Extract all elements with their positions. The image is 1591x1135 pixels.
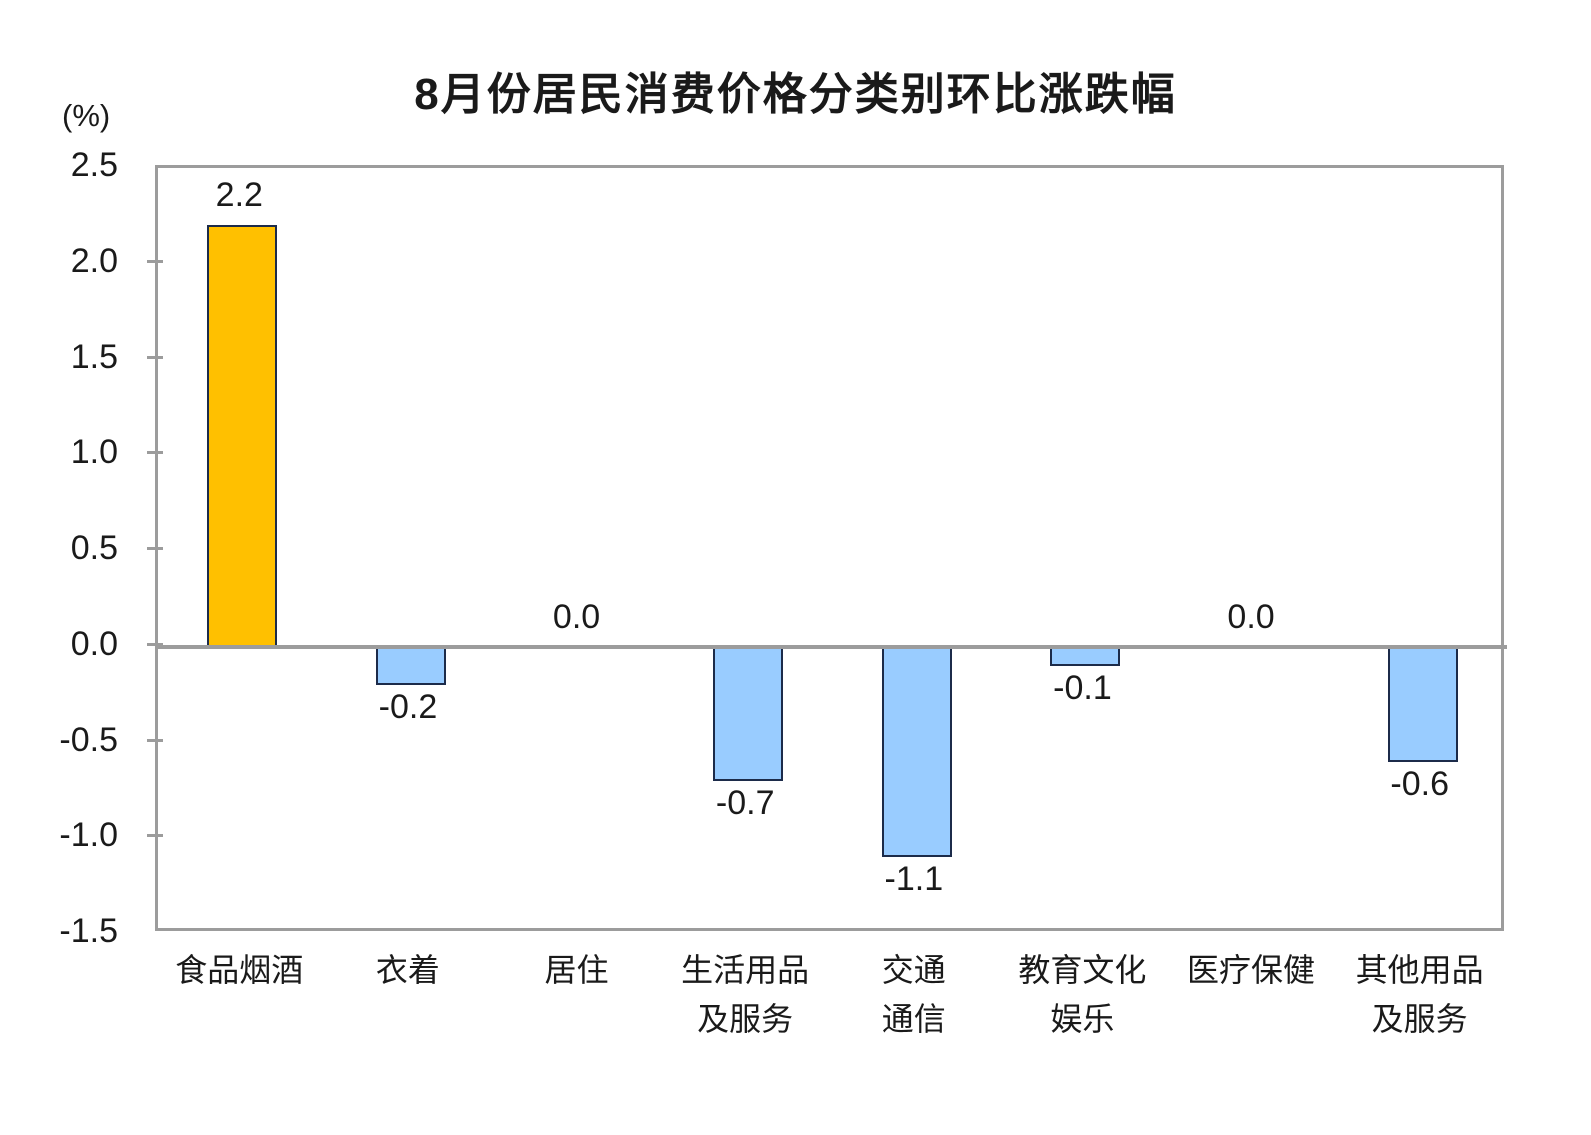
y-tick-label: 2.5 bbox=[70, 146, 118, 184]
x-category-label: 交通 通信 bbox=[881, 952, 946, 1037]
x-category-label: 医疗保健 bbox=[1187, 952, 1316, 988]
y-tick-label: 1.5 bbox=[70, 337, 118, 376]
x-category-label: 居住 bbox=[544, 952, 609, 988]
bar-value-label: -0.2 bbox=[378, 688, 438, 727]
bar bbox=[207, 225, 278, 647]
y-tick-mark bbox=[147, 259, 163, 263]
bar bbox=[375, 646, 446, 686]
y-tick-label: 0.5 bbox=[70, 529, 118, 567]
y-tick-mark bbox=[147, 451, 163, 455]
y-tick-label: 1.0 bbox=[70, 433, 118, 472]
y-tick-mark bbox=[147, 834, 163, 838]
bar-value-label: -0.7 bbox=[715, 783, 775, 822]
bar-value-label: 0.0 bbox=[552, 597, 601, 636]
bar bbox=[881, 646, 952, 858]
y-tick-mark bbox=[147, 355, 163, 359]
x-category-label: 生活用品 及服务 bbox=[681, 952, 810, 1037]
zero-axis-line bbox=[158, 644, 1507, 649]
bar-value-label: 0.0 bbox=[1227, 597, 1275, 636]
y-tick-label: 2.0 bbox=[70, 241, 118, 280]
y-tick-label: 0.0 bbox=[70, 624, 118, 663]
y-tick-mark bbox=[147, 547, 163, 550]
bar-value-label: -0.6 bbox=[1390, 764, 1449, 803]
chart-title: 8月份居民消费价格分类别环比涨跌幅 bbox=[414, 70, 1177, 119]
bar bbox=[1050, 646, 1121, 666]
x-category-label: 食品烟酒 bbox=[175, 952, 304, 988]
bar-value-label: -1.1 bbox=[884, 860, 944, 899]
bar-value-label: 2.2 bbox=[215, 176, 263, 215]
y-axis-unit-label: (%) bbox=[62, 98, 111, 133]
y-tick-mark bbox=[147, 738, 163, 742]
x-category-label: 其他用品 及服务 bbox=[1355, 952, 1484, 1037]
bar bbox=[1387, 646, 1458, 762]
bar-value-label: -0.1 bbox=[1053, 668, 1112, 707]
y-tick-mark bbox=[147, 642, 163, 646]
x-category-label: 衣着 bbox=[375, 952, 440, 988]
y-tick-label: -1.5 bbox=[59, 912, 118, 950]
plot-area bbox=[155, 165, 1507, 931]
y-tick-label: -0.5 bbox=[59, 720, 118, 759]
x-category-label: 教育文化 娱乐 bbox=[1018, 952, 1147, 1037]
y-tick-label: -1.0 bbox=[59, 816, 118, 855]
bar bbox=[713, 646, 784, 781]
